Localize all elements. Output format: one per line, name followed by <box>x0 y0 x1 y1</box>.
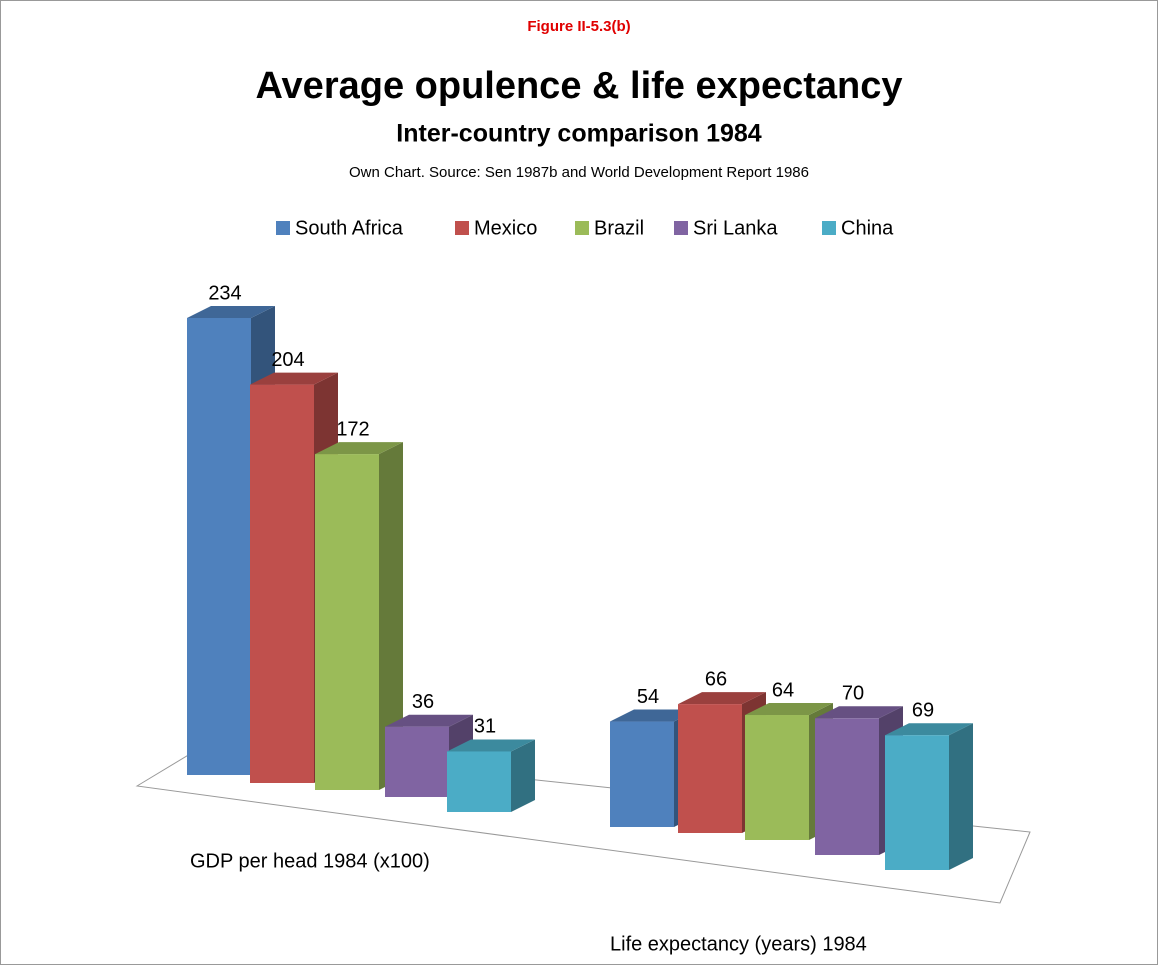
figure-label: Figure II-5.3(b) <box>527 18 630 35</box>
bar <box>815 718 879 855</box>
chart-source: Own Chart. Source: Sen 1987b and World D… <box>349 164 809 181</box>
bar-top <box>447 739 535 752</box>
bar <box>610 721 674 827</box>
bar-top <box>315 442 403 455</box>
bar-top <box>815 706 903 719</box>
data-label: 66 <box>705 668 727 690</box>
bar-top <box>250 372 338 385</box>
legend-swatch <box>674 221 688 235</box>
bar <box>745 715 809 840</box>
legend-swatch <box>822 221 836 235</box>
bar-side <box>949 723 973 870</box>
data-label: 204 <box>271 349 304 371</box>
bar-top <box>678 692 766 705</box>
bar-top <box>610 709 698 722</box>
data-label: 70 <box>842 683 864 705</box>
data-label: 36 <box>412 691 434 713</box>
data-label: 172 <box>336 418 369 440</box>
bar <box>678 704 742 833</box>
bar-top <box>187 306 275 318</box>
legend-swatch <box>455 221 469 235</box>
bar <box>447 751 511 812</box>
category-label: GDP per head 1984 (x100) <box>190 850 430 872</box>
data-label: 69 <box>912 700 934 722</box>
bar-top <box>385 714 473 727</box>
data-label: 54 <box>637 686 659 708</box>
legend-label: South Africa <box>295 217 404 239</box>
floor <box>135 744 1031 904</box>
chart-subtitle: Inter-country comparison 1984 <box>396 120 761 148</box>
bar-top <box>745 703 833 716</box>
legend-label: Brazil <box>594 217 644 239</box>
legend-label: Mexico <box>474 217 537 239</box>
bar <box>385 726 449 797</box>
legend-swatch <box>575 221 589 235</box>
legend-swatch <box>276 221 290 235</box>
bar-side <box>511 739 535 812</box>
bar <box>885 735 949 870</box>
data-label: 31 <box>474 716 496 738</box>
bar <box>250 384 314 783</box>
chart-title: Average opulence & life expectancy <box>256 65 903 107</box>
bar-top <box>885 723 973 736</box>
bar <box>187 318 251 775</box>
data-label: 234 <box>208 282 241 304</box>
data-label: 64 <box>772 679 794 701</box>
category-label: Life expectancy (years) 1984 <box>610 933 867 955</box>
bar <box>315 454 379 790</box>
legend-label: China <box>841 217 894 239</box>
legend-label: Sri Lanka <box>693 217 778 239</box>
bar-side <box>379 442 403 790</box>
